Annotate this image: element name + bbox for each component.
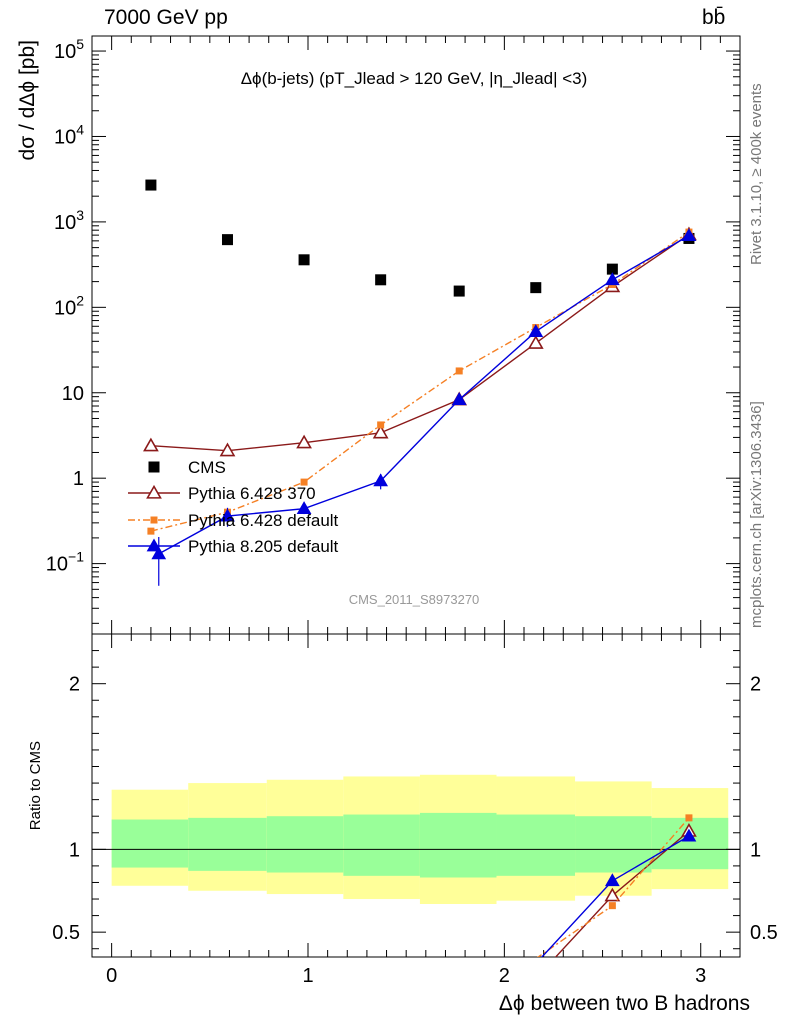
ratio-series-group <box>536 814 697 957</box>
ratio-frame <box>91 633 741 958</box>
cms-marker <box>453 285 465 297</box>
ratio-pythia-8-205-default-marker <box>681 828 697 842</box>
main-y-tick-label: 10 <box>62 383 84 405</box>
main-y-tick-label: 104 <box>54 121 84 148</box>
ratio-pythia-6-428-default-marker <box>685 814 693 822</box>
ratio-band-green <box>419 812 497 878</box>
ratio-band-green <box>111 819 189 868</box>
main-y-tick-label: 103 <box>54 207 84 234</box>
cms-marker <box>375 274 387 286</box>
pythia-6-428-default-marker <box>377 421 385 429</box>
ratio-y-axis-title: Ratio to CMS <box>27 741 44 830</box>
cms-marker <box>530 282 542 294</box>
pythia-6-428-default-marker <box>455 367 463 375</box>
ratio-y-tick-label: 2 <box>69 674 80 696</box>
ratio-band-green <box>496 814 576 876</box>
cms-marker <box>221 234 233 246</box>
pythia-8-205-default-marker <box>373 473 389 487</box>
pythia-6-428-370-marker <box>372 424 389 439</box>
x-tick-label: 1 <box>302 965 313 987</box>
legend-pythia-6-428-default-marker <box>150 516 158 524</box>
pythia-6-428-370-marker <box>219 442 236 457</box>
x-tick-label: 2 <box>499 965 510 987</box>
main-y-axis-title: dσ / dΔϕ [pb] <box>16 40 39 160</box>
cms-marker <box>145 179 157 191</box>
ratio-y-tick-label-right: 1 <box>750 839 761 861</box>
ratio-y-tick-label-right: 2 <box>750 674 761 696</box>
ratio-pythia-8-205-default-marker <box>605 873 620 887</box>
pythia-6-428-370-marker <box>143 437 159 452</box>
x-tick-label: 0 <box>106 965 117 987</box>
pythia-8-205-default-line <box>158 235 690 555</box>
x-tick-label: 3 <box>695 965 706 987</box>
legend-pythia-8-205-default-marker <box>146 538 162 552</box>
ratio-band-green <box>266 816 344 873</box>
pythia-8-205-default-marker <box>451 392 467 406</box>
legend-cms-marker <box>148 461 160 473</box>
pythia-6-428-370-line <box>150 234 690 452</box>
main-y-tick-label: 10−1 <box>46 549 84 576</box>
pythia-8-205-default-marker <box>151 546 167 560</box>
main-y-tick-label: 102 <box>54 292 84 319</box>
pythia-6-428-default-marker <box>300 478 308 486</box>
ratio-pythia-6-428-default-marker <box>608 902 616 910</box>
mcplots-reference-label: mcplots.cern.ch [arXiv:1306.3436] <box>748 401 765 628</box>
main-y-tick-label: 105 <box>54 36 84 63</box>
cms-marker <box>606 263 618 275</box>
legend-pythia-6-428-370-label: Pythia 6.428 370 <box>188 484 316 503</box>
ratio-y-tick-label-right: 0.5 <box>750 922 778 944</box>
energy-label: 7000 GeV pp <box>104 6 228 29</box>
legend-pythia-6-428-370-marker <box>146 484 162 499</box>
main-y-tick-label: 1 <box>73 468 84 490</box>
ratio-pythia-6-428-370-marker <box>604 887 621 902</box>
pythia-6-428-370-marker <box>296 434 312 449</box>
x-axis-title: Δϕ between two B hadrons <box>499 992 750 1015</box>
cms-marker <box>298 254 310 266</box>
legend-cms-label: CMS <box>188 458 226 477</box>
pythia-6-428-default-line <box>150 231 690 532</box>
pythia-8-205-default-marker <box>681 228 697 242</box>
pythia-8-205-default-marker <box>296 501 312 515</box>
pythia-8-205-default-marker <box>528 324 544 337</box>
rivet-version-label: Rivet 3.1.10, ≥ 400k events <box>748 83 765 265</box>
pythia-6-428-370-marker <box>527 335 544 349</box>
ratio-y-tick-label: 0.5 <box>52 922 80 944</box>
legend-pythia-6-428-default-label: Pythia 6.428 default <box>188 511 339 530</box>
ratio-y-tick-label: 1 <box>69 839 80 861</box>
ratio-band-green <box>188 817 267 871</box>
process-label: bb̄ <box>702 6 726 29</box>
analysis-watermark: CMS_2011_S8973270 <box>349 592 480 607</box>
main-title: Δϕ(b-jets) (pT_Jlead > 120 GeV, |η_Jlead… <box>241 69 588 88</box>
legend-pythia-8-205-default-label: Pythia 8.205 default <box>188 537 339 556</box>
pythia-6-428-default-marker <box>147 527 155 535</box>
pythia-8-205-default-marker <box>605 272 620 286</box>
ratio-band-green <box>343 814 420 876</box>
pythia-8-205-default-marker <box>220 508 235 522</box>
ratio-band-green <box>575 816 652 873</box>
